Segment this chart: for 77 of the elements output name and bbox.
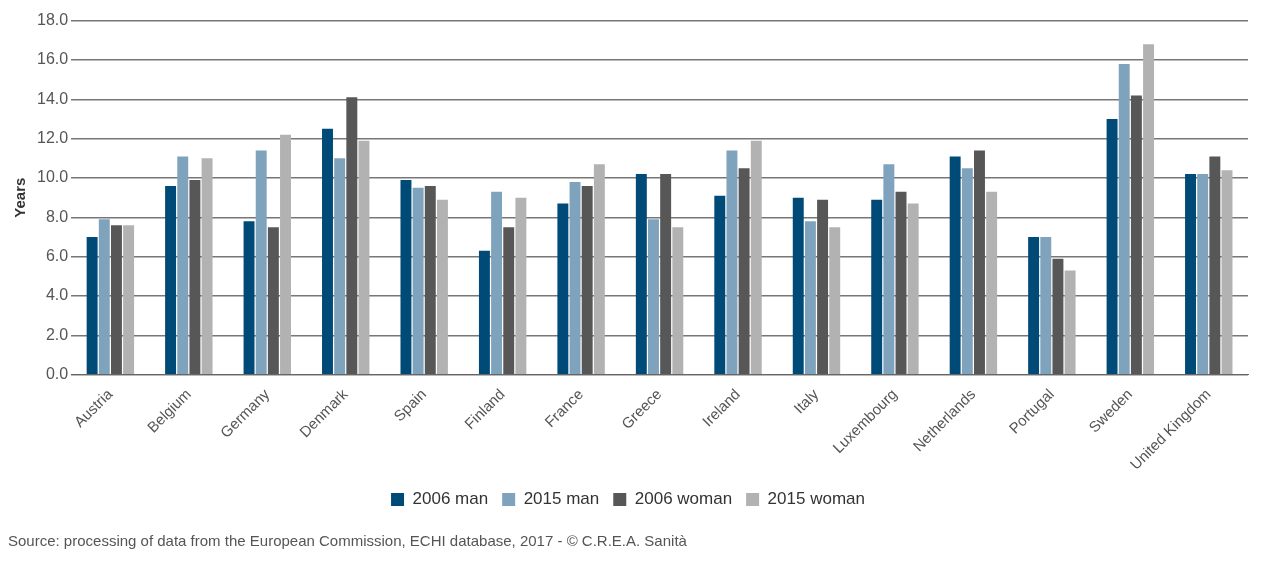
y-tick-label: 14.0 xyxy=(37,89,69,107)
bar xyxy=(738,168,750,375)
legend-label: 2006 man xyxy=(412,489,489,509)
y-tick-label: 8.0 xyxy=(45,207,69,225)
bar xyxy=(829,227,841,375)
bar xyxy=(436,199,448,375)
bar xyxy=(346,97,358,375)
bar xyxy=(177,156,189,375)
y-tick-label: 10.0 xyxy=(37,168,69,186)
bar xyxy=(478,250,490,375)
bar xyxy=(569,181,581,375)
bar xyxy=(1028,237,1040,375)
bar xyxy=(503,227,515,375)
bar xyxy=(123,225,135,375)
bar xyxy=(165,185,177,375)
bar xyxy=(792,197,804,375)
bar xyxy=(358,140,370,375)
bar xyxy=(1185,174,1196,375)
bar xyxy=(1106,118,1118,375)
bar xyxy=(267,227,279,375)
bar xyxy=(1130,95,1142,375)
bar xyxy=(412,187,424,375)
bar xyxy=(871,199,883,375)
bar xyxy=(750,140,762,375)
source-note: Source: processing of data from the European Commission, ECHI database, 2017 - © C.R.E.A. Sanità xyxy=(8,532,688,549)
bar xyxy=(557,203,569,375)
bar xyxy=(1221,170,1233,375)
bar xyxy=(635,174,647,375)
y-tick-label: 0.0 xyxy=(45,365,69,383)
bar xyxy=(243,221,255,375)
bar xyxy=(255,150,267,375)
bar xyxy=(280,134,291,375)
y-axis-title: Years xyxy=(11,177,29,218)
legend-label: 2015 woman xyxy=(767,489,865,509)
bar xyxy=(424,185,436,375)
bar xyxy=(895,191,907,375)
bar xyxy=(201,158,213,375)
bar xyxy=(648,219,659,375)
bar xyxy=(714,195,726,375)
bar xyxy=(322,128,333,375)
bar xyxy=(726,150,738,375)
bar xyxy=(986,191,998,375)
bar xyxy=(804,221,816,375)
y-tick-label: 18.0 xyxy=(37,11,69,29)
y-tick-label: 2.0 xyxy=(45,325,69,343)
bar xyxy=(1118,63,1130,375)
bar xyxy=(581,185,593,375)
bar xyxy=(1064,270,1076,375)
bar xyxy=(1143,44,1155,375)
bar xyxy=(907,203,919,375)
bar xyxy=(86,237,98,375)
bar xyxy=(974,150,985,375)
bar xyxy=(961,168,973,375)
bar xyxy=(883,164,895,375)
bar xyxy=(491,191,503,375)
bar xyxy=(515,197,527,375)
bar xyxy=(110,225,122,375)
y-tick-label: 12.0 xyxy=(37,129,69,147)
legend-label: 2006 woman xyxy=(634,489,733,509)
bar xyxy=(1040,237,1052,375)
bar xyxy=(817,199,829,375)
bar xyxy=(189,179,201,375)
bar xyxy=(1197,174,1209,375)
bar xyxy=(1052,258,1064,375)
bar xyxy=(660,174,672,375)
bar xyxy=(1209,156,1221,375)
x-tick-label: Italy xyxy=(790,384,822,417)
bar xyxy=(593,164,605,375)
bar xyxy=(334,158,346,375)
bar xyxy=(949,156,961,375)
y-tick-label: 4.0 xyxy=(45,286,69,304)
bar xyxy=(400,179,412,375)
bar xyxy=(98,219,110,375)
y-tick-label: 16.0 xyxy=(37,50,69,68)
y-tick-label: 6.0 xyxy=(45,247,69,265)
legend-label: 2015 man xyxy=(523,489,600,509)
bar xyxy=(672,227,684,375)
